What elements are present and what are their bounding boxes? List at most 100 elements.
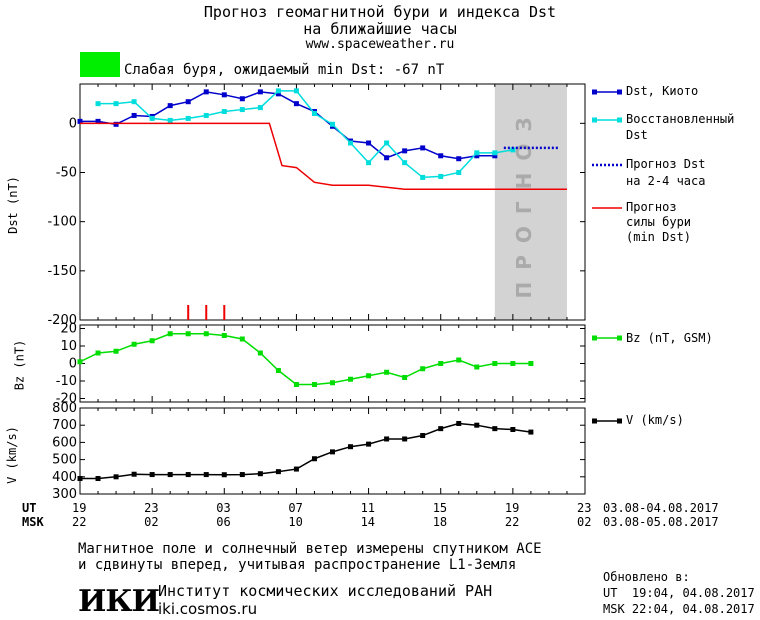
series-line xyxy=(80,91,495,160)
institute-name: Институт космических исследований РАН xyxy=(158,582,493,600)
data-point xyxy=(257,471,263,477)
data-point xyxy=(95,118,101,124)
data-point xyxy=(203,89,209,95)
forecast-band xyxy=(494,84,567,320)
updated-msk: MSK 22:04, 04.08.2017 xyxy=(603,602,755,616)
series-line xyxy=(80,422,531,480)
data-point xyxy=(456,420,462,426)
legend-v: V (km/s) xyxy=(626,413,684,427)
data-point xyxy=(275,88,281,94)
msk-date-range: 03.08-05.08.2017 xyxy=(603,515,719,529)
legend-forecast-storm-1: Прогноз xyxy=(626,200,677,214)
data-point xyxy=(510,147,516,153)
data-point xyxy=(113,121,119,127)
data-point xyxy=(221,333,227,338)
legend-marker xyxy=(617,335,622,341)
data-point xyxy=(420,433,426,439)
data-point xyxy=(474,364,480,370)
time-tick-label: 07 xyxy=(288,501,303,515)
time-tick-label: 11 xyxy=(360,501,376,515)
data-point xyxy=(456,156,462,162)
data-point xyxy=(348,376,354,382)
measurement-note-2: и сдвинуты вперед, учитывая распростране… xyxy=(78,557,517,573)
time-tick-label: 19 xyxy=(72,501,87,515)
y-tick-label: -200 xyxy=(47,313,77,328)
dst-axis-label: Dst (nT) xyxy=(5,176,20,234)
data-point xyxy=(293,101,299,107)
site-url[interactable]: www.spaceweather.ru xyxy=(305,37,455,52)
data-point xyxy=(384,436,390,442)
data-point xyxy=(257,350,263,356)
updated-ut: UT 19:04, 04.08.2017 xyxy=(603,586,755,600)
time-tick-label: 10 xyxy=(288,515,303,529)
data-point xyxy=(330,449,335,455)
forecast-band-label: ПРОГНОЗ xyxy=(512,105,536,298)
data-point xyxy=(311,456,317,462)
data-point xyxy=(492,361,498,366)
time-tick-label: 23 xyxy=(577,501,592,515)
data-point xyxy=(402,160,408,166)
data-point xyxy=(185,472,191,478)
data-point xyxy=(131,471,137,477)
data-point xyxy=(366,160,372,166)
data-point xyxy=(348,444,354,450)
legend-marker xyxy=(617,418,622,424)
data-point xyxy=(239,336,245,342)
legend-marker xyxy=(592,335,597,341)
data-point xyxy=(420,174,426,180)
y-tick-label: -50 xyxy=(56,166,77,181)
y-tick-label: 700 xyxy=(52,418,77,433)
data-point xyxy=(149,338,155,344)
data-point xyxy=(167,331,173,337)
series-line xyxy=(98,90,513,179)
y-tick-label: 0 xyxy=(69,116,77,131)
data-point xyxy=(366,441,372,447)
y-tick-label: -150 xyxy=(47,264,77,279)
data-point xyxy=(167,472,173,478)
data-point xyxy=(185,115,191,121)
data-point xyxy=(438,173,444,179)
data-point xyxy=(456,357,462,363)
data-point xyxy=(293,382,299,387)
data-point xyxy=(131,99,137,105)
v-axis-label: V (km/s) xyxy=(4,426,19,484)
legend-marker xyxy=(617,89,622,95)
data-point xyxy=(239,472,245,478)
data-point xyxy=(185,99,191,105)
data-point xyxy=(384,369,390,375)
legend-marker xyxy=(617,117,622,123)
iki-logo: ИКИ xyxy=(78,584,160,619)
data-point xyxy=(384,155,390,161)
data-point xyxy=(203,472,209,478)
time-tick-label: 19 xyxy=(504,501,520,515)
data-point xyxy=(366,373,372,379)
y-tick-label: 800 xyxy=(52,401,77,416)
time-tick-label: 02 xyxy=(144,515,159,529)
data-point xyxy=(221,92,227,98)
storm-status-indicator xyxy=(80,52,120,77)
y-tick-label: -20 xyxy=(56,392,77,407)
data-point xyxy=(203,331,209,337)
data-point xyxy=(275,91,281,97)
data-point xyxy=(77,359,83,365)
y-tick-label: 600 xyxy=(52,435,77,450)
data-point xyxy=(438,426,444,432)
y-tick-label: 20 xyxy=(60,322,77,337)
data-point xyxy=(311,382,317,387)
legend-restored-1: Восстановленный xyxy=(626,112,735,126)
data-point xyxy=(348,140,354,146)
data-point xyxy=(510,361,516,366)
institute-url[interactable]: iki.cosmos.ru xyxy=(158,600,258,618)
data-point xyxy=(149,115,155,121)
legend-forecast-storm-2: силы бури xyxy=(626,215,692,229)
y-tick-label: 300 xyxy=(52,487,77,502)
legend-forecast-dst-1: Прогноз Dst xyxy=(626,157,706,171)
data-point xyxy=(131,341,137,347)
data-point xyxy=(330,380,335,386)
legend-marker xyxy=(592,89,597,95)
data-point xyxy=(420,145,426,151)
data-point xyxy=(438,153,444,159)
data-point xyxy=(510,427,516,432)
ut-label: UT xyxy=(22,501,37,515)
